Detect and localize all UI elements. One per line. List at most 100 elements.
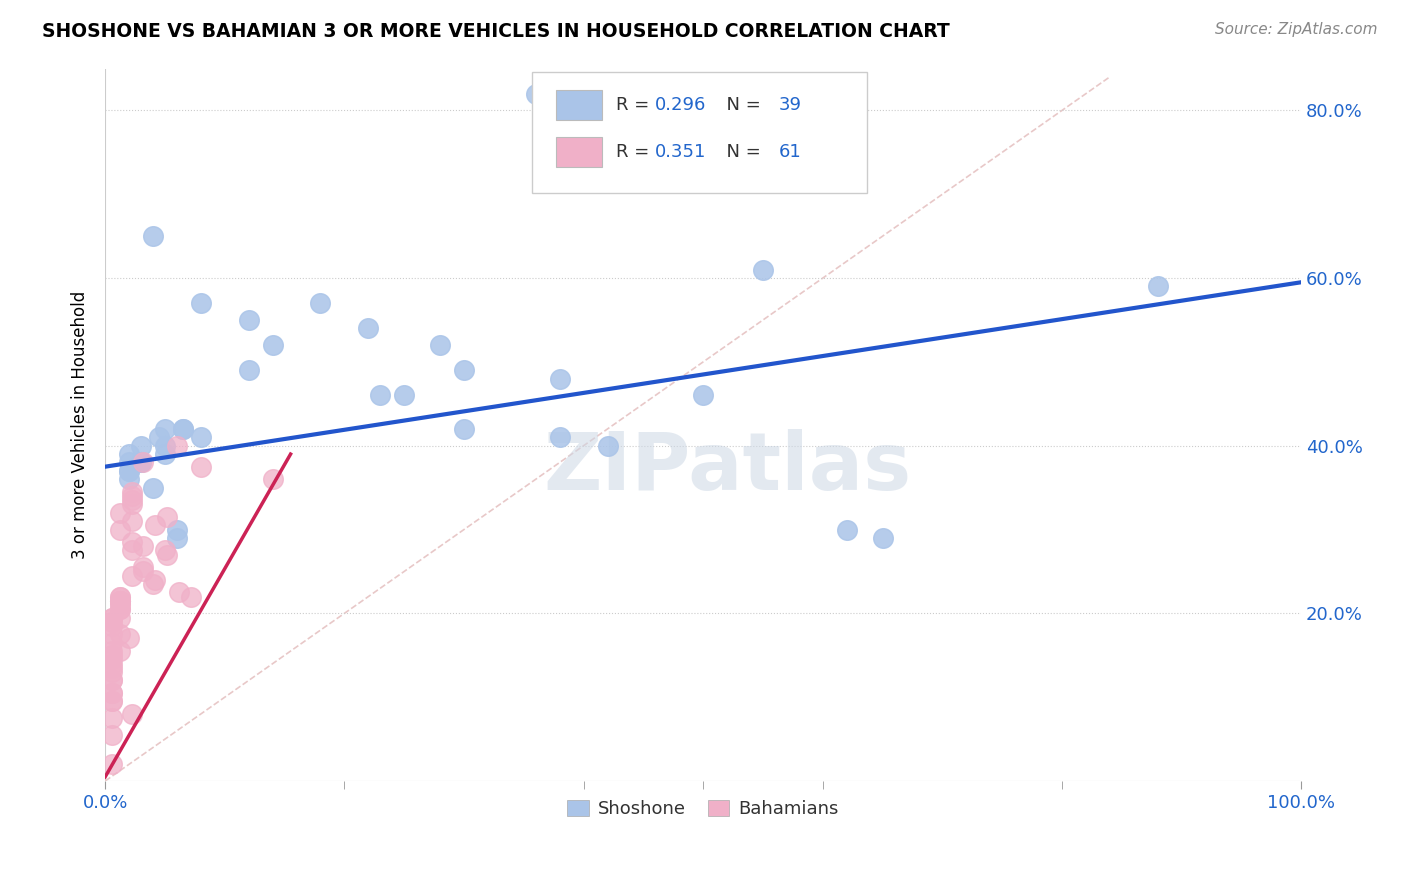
- Point: [524, 87, 547, 101]
- Point: [153, 543, 176, 558]
- Point: [142, 229, 165, 244]
- Point: [190, 459, 212, 474]
- Point: [169, 585, 191, 599]
- Point: [145, 518, 167, 533]
- Point: [129, 455, 152, 469]
- Point: [101, 610, 124, 624]
- Point: [238, 363, 260, 377]
- Point: [368, 388, 391, 402]
- Point: [166, 531, 188, 545]
- Point: [118, 447, 141, 461]
- Point: [262, 472, 284, 486]
- Point: [129, 439, 152, 453]
- Point: [108, 602, 131, 616]
- Text: 61: 61: [779, 143, 801, 161]
- Point: [101, 673, 124, 688]
- Text: ZIPatlas: ZIPatlas: [543, 428, 911, 507]
- Text: 39: 39: [779, 95, 801, 114]
- Point: [153, 422, 176, 436]
- Point: [145, 573, 167, 587]
- Text: R =: R =: [616, 143, 655, 161]
- Y-axis label: 3 or more Vehicles in Household: 3 or more Vehicles in Household: [72, 291, 89, 559]
- Point: [121, 568, 143, 582]
- FancyBboxPatch shape: [557, 90, 602, 120]
- Point: [101, 694, 124, 708]
- Point: [172, 422, 194, 436]
- Point: [101, 711, 124, 725]
- Point: [835, 523, 858, 537]
- Point: [548, 372, 571, 386]
- Point: [101, 661, 124, 675]
- Point: [548, 430, 571, 444]
- Point: [108, 598, 131, 612]
- Point: [108, 644, 131, 658]
- Point: [172, 422, 194, 436]
- Point: [132, 560, 155, 574]
- Point: [429, 338, 451, 352]
- Point: [101, 673, 124, 688]
- Point: [392, 388, 415, 402]
- Point: [101, 615, 124, 629]
- Point: [453, 363, 475, 377]
- Point: [101, 665, 124, 679]
- Point: [132, 539, 155, 553]
- Point: [101, 636, 124, 650]
- Point: [101, 627, 124, 641]
- Point: [108, 523, 131, 537]
- Point: [148, 430, 170, 444]
- Point: [108, 590, 131, 604]
- Point: [108, 610, 131, 624]
- FancyBboxPatch shape: [531, 72, 868, 194]
- Point: [129, 455, 152, 469]
- Point: [156, 548, 179, 562]
- Point: [101, 686, 124, 700]
- FancyBboxPatch shape: [557, 136, 602, 167]
- Point: [101, 619, 124, 633]
- Point: [872, 531, 894, 545]
- Point: [121, 484, 143, 499]
- Text: N =: N =: [716, 143, 766, 161]
- Text: SHOSHONE VS BAHAMIAN 3 OR MORE VEHICLES IN HOUSEHOLD CORRELATION CHART: SHOSHONE VS BAHAMIAN 3 OR MORE VEHICLES …: [42, 22, 950, 41]
- Point: [101, 728, 124, 742]
- Point: [166, 523, 188, 537]
- Legend: Shoshone, Bahamians: Shoshone, Bahamians: [560, 793, 846, 825]
- Point: [108, 627, 131, 641]
- Point: [101, 657, 124, 671]
- Point: [238, 313, 260, 327]
- Point: [118, 464, 141, 478]
- Point: [101, 610, 124, 624]
- Point: [108, 594, 131, 608]
- Point: [752, 262, 775, 277]
- Point: [118, 472, 141, 486]
- Point: [118, 455, 141, 469]
- Point: [692, 388, 714, 402]
- Point: [108, 594, 131, 608]
- Point: [190, 296, 212, 310]
- Point: [101, 694, 124, 708]
- Text: N =: N =: [716, 95, 766, 114]
- Point: [121, 497, 143, 511]
- Point: [142, 481, 165, 495]
- Point: [121, 489, 143, 503]
- Point: [453, 422, 475, 436]
- Point: [262, 338, 284, 352]
- Point: [132, 565, 155, 579]
- Point: [156, 510, 179, 524]
- Point: [309, 296, 332, 310]
- Point: [108, 506, 131, 520]
- Point: [108, 594, 131, 608]
- Point: [357, 321, 380, 335]
- Point: [118, 464, 141, 478]
- Point: [101, 652, 124, 666]
- Point: [121, 493, 143, 508]
- Point: [153, 439, 176, 453]
- Point: [153, 447, 176, 461]
- Point: [108, 602, 131, 616]
- Point: [108, 594, 131, 608]
- Text: 0.296: 0.296: [655, 95, 707, 114]
- Text: Source: ZipAtlas.com: Source: ZipAtlas.com: [1215, 22, 1378, 37]
- Point: [1146, 279, 1168, 293]
- Point: [101, 644, 124, 658]
- Point: [121, 543, 143, 558]
- Point: [101, 648, 124, 663]
